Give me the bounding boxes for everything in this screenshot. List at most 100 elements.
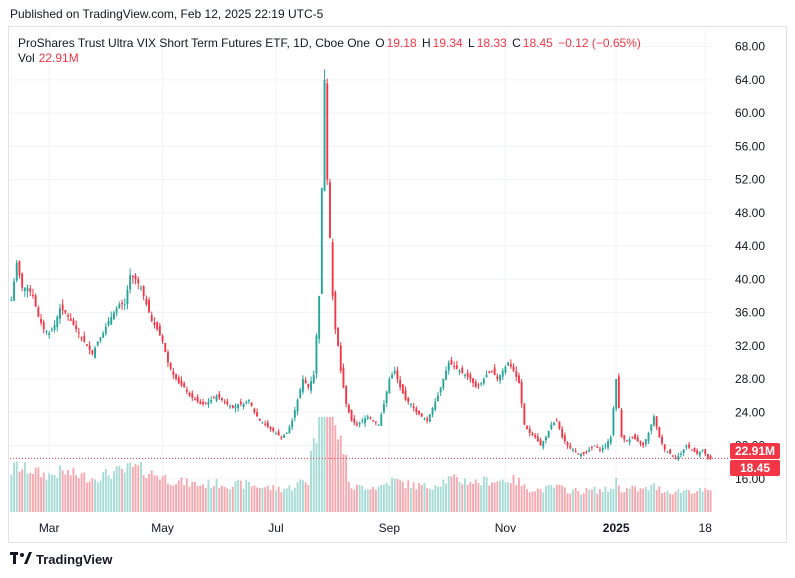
candle-body — [636, 437, 639, 442]
volume-bar — [226, 488, 229, 512]
volume-bar — [434, 485, 437, 512]
candle-body — [293, 410, 296, 418]
candle-body — [509, 364, 512, 367]
price-badge-text: 18.45 — [740, 461, 770, 475]
volume-bar — [663, 492, 666, 512]
candle-body — [180, 380, 183, 386]
volume-bar — [15, 461, 18, 512]
candle-body — [682, 449, 685, 454]
candle-body — [585, 451, 588, 453]
volume-bar — [248, 482, 250, 512]
candle-body — [631, 436, 634, 438]
candle-body — [37, 307, 40, 317]
candle-body — [191, 392, 194, 398]
candle-body — [707, 454, 709, 459]
candle-body — [464, 374, 466, 376]
volume-bar — [99, 480, 102, 512]
candle-body — [634, 434, 636, 440]
volume-bar — [10, 474, 13, 512]
candle-body — [493, 367, 496, 375]
candle-body — [248, 399, 250, 402]
volume-label: Vol — [18, 51, 35, 65]
low-label: L — [468, 36, 475, 50]
volume-legend: Vol 22.91M — [18, 51, 79, 65]
price-axis[interactable]: 16.0020.0024.0028.0032.0036.0040.0044.00… — [735, 40, 765, 486]
tradingview-logo[interactable]: TradingView — [10, 552, 112, 567]
volume-bar — [504, 482, 507, 512]
candle-body — [596, 446, 599, 448]
candle-body — [566, 442, 569, 446]
candle-body — [10, 300, 13, 302]
volume-bar — [561, 485, 564, 512]
candle-body — [547, 430, 550, 438]
candle-body — [507, 362, 510, 366]
volume-bar — [329, 417, 331, 512]
volume-bar — [23, 462, 26, 512]
volume-bar — [312, 437, 315, 512]
candle-body — [102, 333, 105, 338]
candle-body — [113, 312, 115, 320]
candle-body — [285, 433, 288, 435]
volume-bar — [32, 474, 34, 512]
chart-frame[interactable] — [8, 26, 787, 543]
candle-body — [439, 387, 442, 393]
volume-bar — [612, 488, 615, 512]
volume-bar — [113, 471, 115, 512]
volume-bar — [215, 478, 218, 512]
candle-body — [131, 275, 134, 278]
volume-bar — [480, 485, 483, 512]
volume-bar — [202, 484, 204, 512]
candle-body — [563, 435, 566, 442]
volume-bar — [102, 471, 105, 512]
candle-body — [67, 315, 69, 317]
volume-bar — [320, 417, 323, 512]
volume-bar — [142, 474, 145, 512]
volume-bar — [237, 479, 240, 512]
volume-bar — [588, 489, 591, 512]
candle-body — [75, 325, 78, 330]
candle-body — [242, 403, 245, 407]
candle-body — [553, 422, 555, 425]
volume-bar — [623, 491, 626, 512]
candle-body — [650, 424, 653, 431]
volume-bar — [180, 477, 183, 512]
candle-body — [499, 374, 501, 381]
volume-bar — [620, 492, 623, 512]
volume-bar — [469, 482, 472, 512]
candle-body — [607, 441, 609, 448]
candle-body — [215, 395, 218, 401]
candle-body — [50, 329, 53, 331]
time-axis[interactable]: Mar May Jul Sep Nov 2025 18 — [39, 521, 712, 535]
volume-bar — [164, 474, 167, 512]
candle-body — [56, 316, 59, 328]
volume-bar — [110, 478, 113, 512]
candle-body — [372, 420, 375, 422]
candle-body — [491, 370, 493, 372]
candle-body — [320, 187, 323, 294]
volume-bar — [94, 479, 96, 512]
candle-body — [474, 381, 477, 388]
volume-bar — [280, 492, 283, 512]
volume-bar — [156, 475, 159, 512]
volume-bar — [680, 492, 682, 512]
volume-bar — [207, 480, 210, 512]
candle-body — [577, 453, 580, 455]
volume-bar — [666, 490, 669, 512]
candle-body — [572, 449, 574, 451]
candle-body — [13, 281, 15, 301]
candle-body — [129, 275, 132, 290]
volume-bar — [631, 485, 634, 512]
volume-bar — [34, 467, 37, 512]
volume-bar — [404, 488, 407, 512]
candle-body — [647, 433, 650, 442]
candle-body — [434, 401, 437, 410]
candle-body — [239, 401, 242, 404]
candle-body — [396, 370, 399, 380]
volume-bar — [647, 490, 650, 512]
vol-badge-bg — [730, 443, 780, 459]
candle-body — [385, 391, 388, 404]
candle-body — [704, 449, 707, 455]
candle-body — [442, 379, 445, 388]
candle-body — [266, 422, 269, 427]
